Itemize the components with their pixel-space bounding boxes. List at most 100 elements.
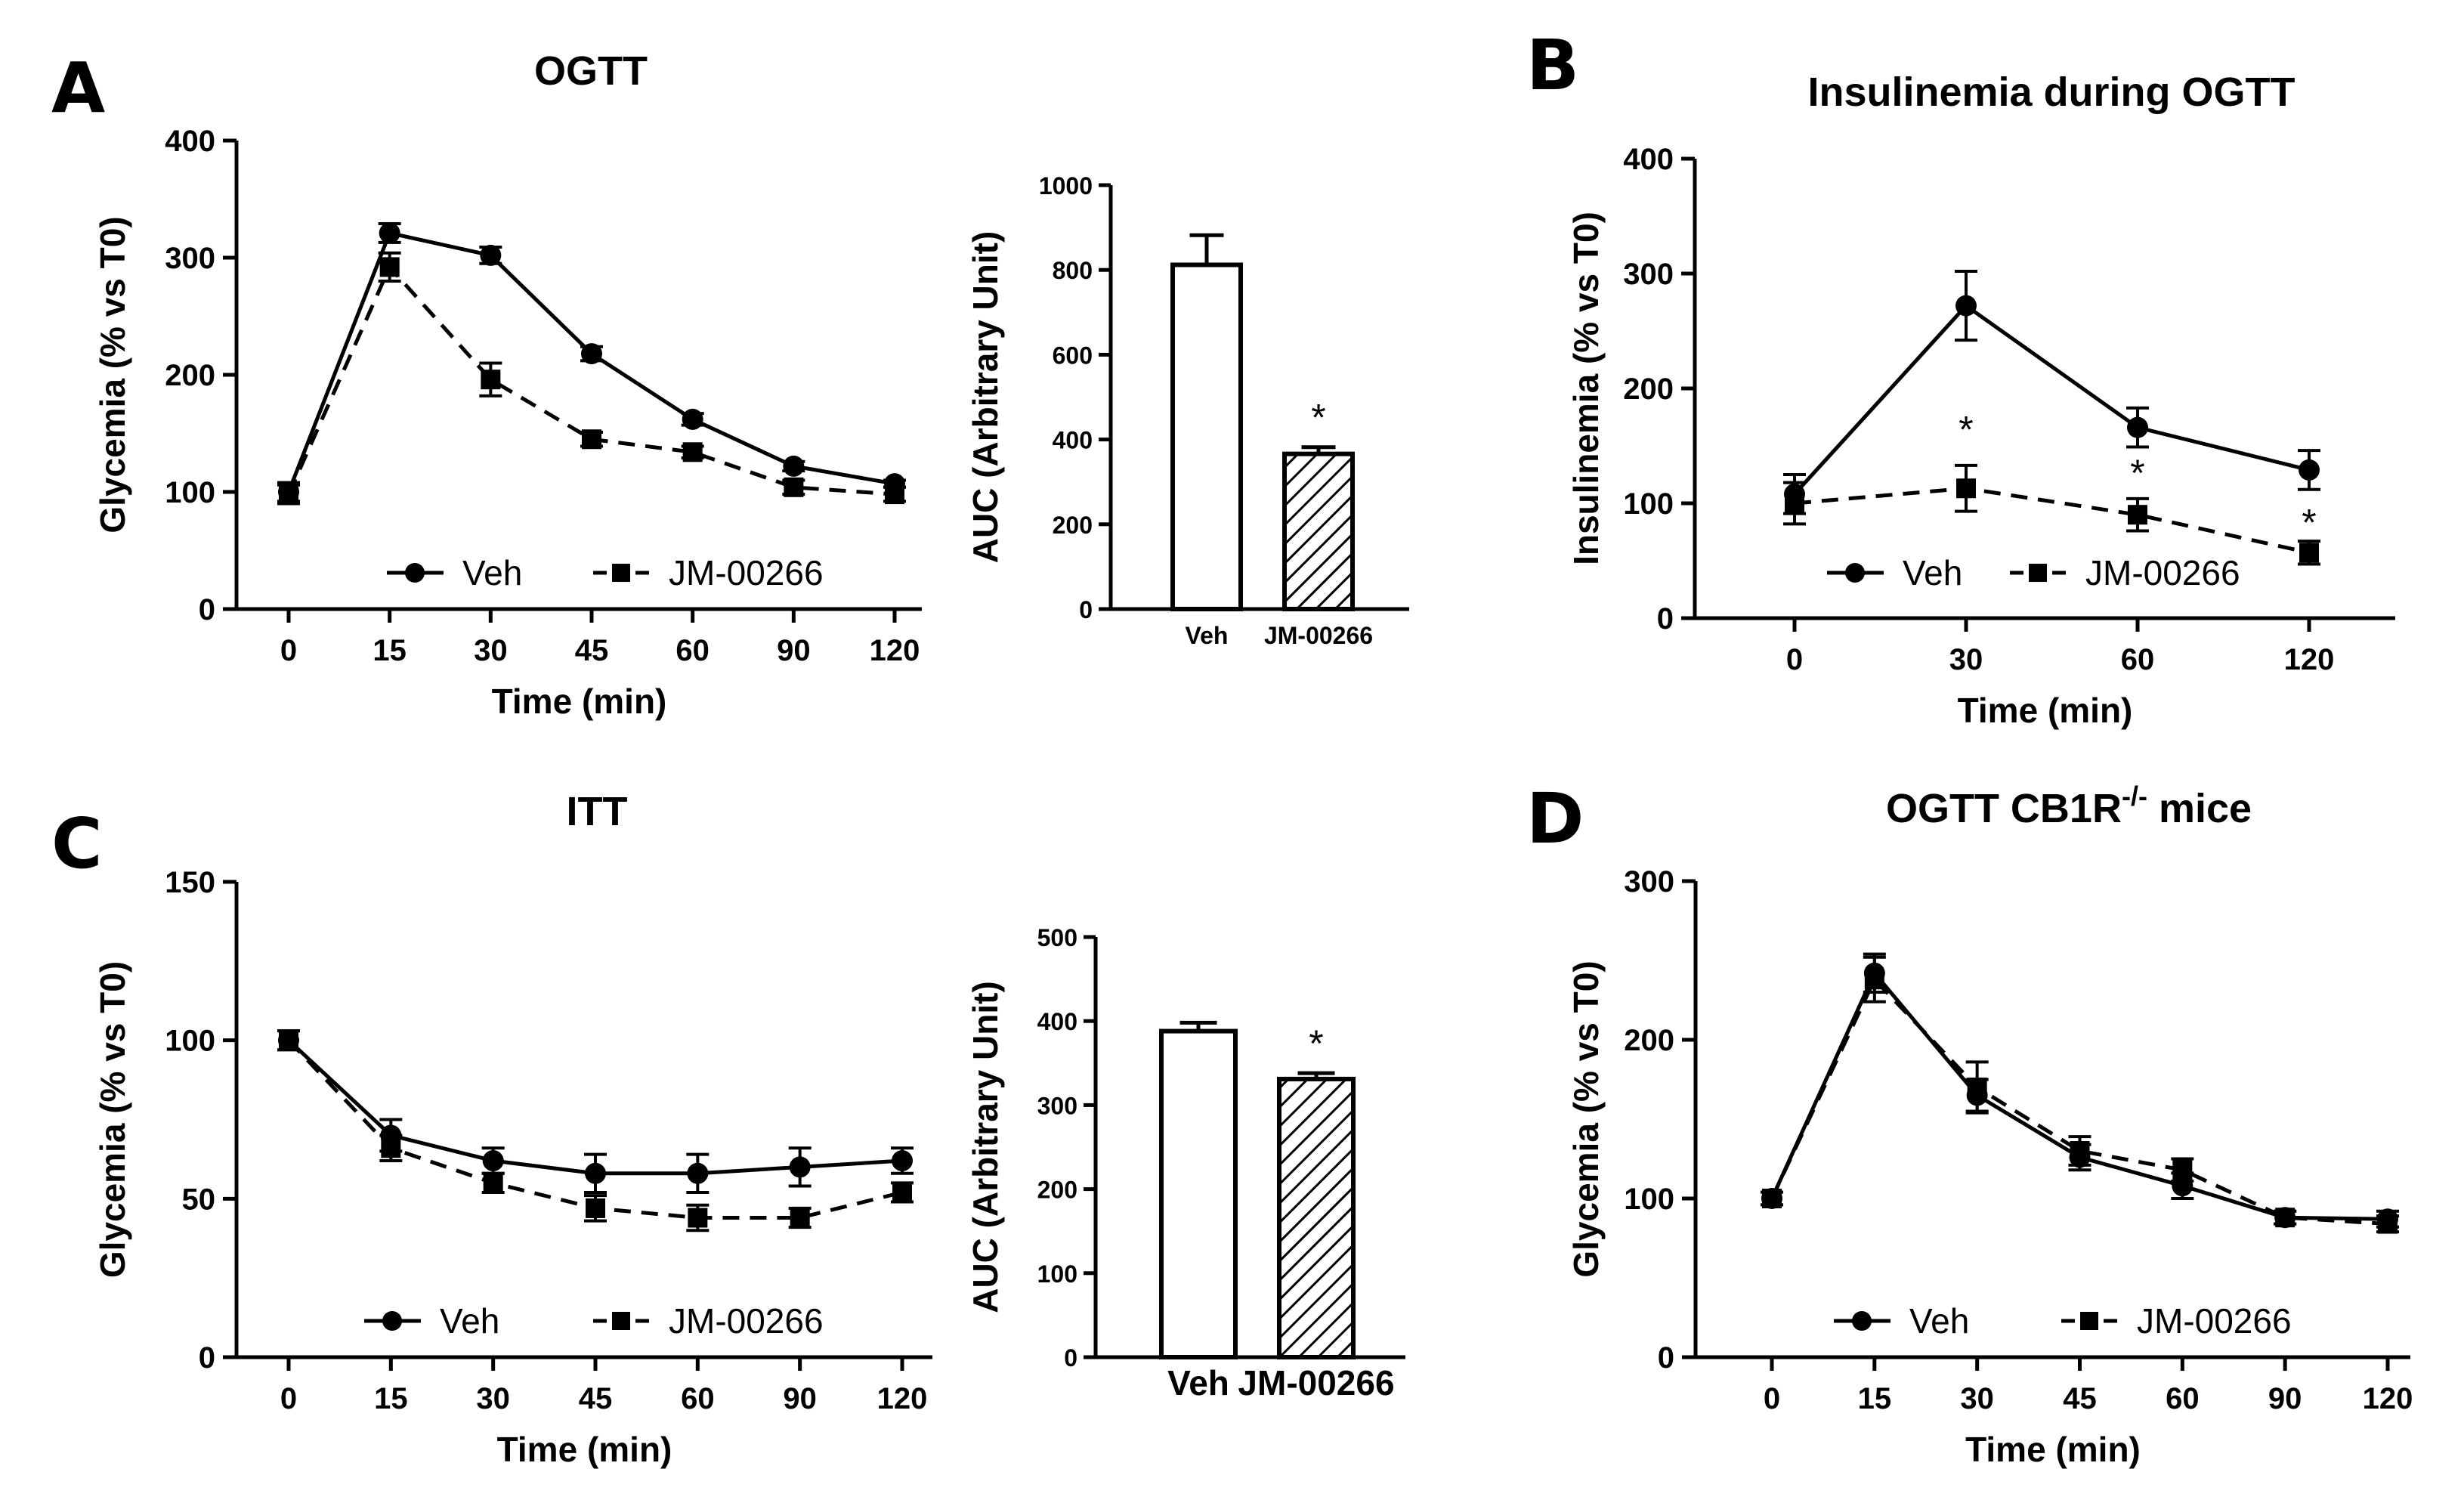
panel-a-bar-significance-star: *	[1311, 397, 1325, 439]
panel-d-legend-marker-1	[2080, 1312, 2098, 1330]
panel-c-title: ITT	[567, 789, 628, 834]
panel-c-series-1-point	[586, 1198, 605, 1218]
panel-a-x-tick-label: 0	[280, 634, 297, 667]
panel-c-bar-bar-1	[1277, 1076, 1356, 1359]
panel-a-x-axis-label: Time (min)	[492, 682, 667, 721]
panel-c-bar-y-tick-label: 200	[1037, 1177, 1077, 1204]
panel-c-legend-marker-0	[382, 1311, 402, 1331]
panel-a-line-chart: 0 100 200 300 400 0 15 30 45 60 90 120 Time (min) Gly…	[93, 125, 922, 721]
panel-letter-d: D	[1526, 778, 1584, 859]
panel-b-significance-star: *	[2130, 452, 2144, 494]
panel-a-x-tick-label: 90	[777, 634, 811, 667]
panel-a-series-0-point	[581, 343, 602, 365]
panel-c-x-tick-label: 15	[374, 1382, 408, 1415]
panel-a-bar-y-tick-label: 600	[1053, 342, 1093, 369]
panel-a-bar-y-tick-label: 200	[1053, 512, 1093, 539]
panel-b-legend-marker-1	[2029, 564, 2047, 582]
panel-a-series-0-point	[480, 244, 502, 266]
panel-c-x-tick-label: 120	[877, 1382, 928, 1415]
panel-a-series-1-point	[481, 370, 501, 390]
panel-d-x-tick-label: 45	[2063, 1382, 2097, 1415]
panel-d-title-end: mice	[2147, 786, 2252, 831]
panel-d-series-1-point	[2275, 1208, 2296, 1228]
panel-a-y-tick-label: 100	[165, 476, 215, 509]
panel-a-y-tick-label: 400	[165, 125, 215, 158]
panel-a-title: OGTT	[534, 48, 648, 94]
panel-d-title: OGTT CB1R-/- mice	[1886, 781, 2252, 831]
panel-d-series-1-point	[1967, 1078, 1987, 1097]
panel-d-x-axis-label: Time (min)	[1965, 1430, 2141, 1469]
panel-a-series-0-point	[682, 408, 703, 430]
panel-b-series-0-point	[2299, 459, 2320, 481]
panel-c-bar-y-tick-label: 100	[1037, 1260, 1077, 1288]
panel-c-x-tick-label: 60	[681, 1382, 715, 1415]
panel-a-bar-y-tick-label: 1000	[1039, 172, 1093, 199]
panel-c-series-1-point	[688, 1208, 708, 1228]
panel-b-legend-marker-0	[1845, 563, 1865, 583]
panel-b-series-1-point	[2299, 543, 2319, 563]
panel-d-series-1-point	[2378, 1214, 2398, 1234]
panel-d-y-axis-label: Glycemia (% vs T0)	[1566, 960, 1606, 1277]
panel-d-x-tick-label: 120	[2363, 1382, 2413, 1415]
panel-b-x-tick-label: 60	[2121, 643, 2155, 676]
panel-d-legend-label-1: JM-00266	[2137, 1301, 2292, 1341]
panel-c-series-0-point	[892, 1150, 913, 1172]
panel-b-y-axis-label: Insulinemia (% vs T0)	[1566, 212, 1606, 565]
panel-b-significance-star: *	[1959, 408, 1973, 450]
panel-c-series-0-point	[585, 1162, 606, 1184]
panel-letter-c: C	[51, 803, 103, 884]
panel-c-x-tick-label: 90	[783, 1382, 817, 1415]
panel-a-x-tick-label: 30	[474, 634, 508, 667]
panel-d-legend-label-0: Veh	[1909, 1301, 1969, 1341]
panel-d-x-tick-label: 30	[1960, 1382, 1994, 1415]
panel-d-series-0-line	[1770, 970, 2388, 1221]
panel-b-y-tick-label: 300	[1623, 258, 1674, 291]
panel-a-x-tick-label: 60	[676, 634, 710, 667]
panel-a-legend-marker-0	[405, 563, 425, 583]
panel-a-bar-bar-1	[1282, 451, 1355, 612]
panel-b-series-1-line	[1794, 486, 2310, 555]
panel-d-x-tick-label: 15	[1858, 1382, 1892, 1415]
panel-b-x-tick-label: 120	[2284, 643, 2335, 676]
panel-d-x-tick-label: 60	[2166, 1382, 2200, 1415]
panel-a-bar-y-axis-label: AUC (Arbitrary Unit)	[966, 231, 1005, 564]
panel-c-bar-category-label: Veh	[1167, 1363, 1229, 1403]
panel-c-y-tick-label: 100	[165, 1025, 215, 1058]
panel-d-x-tick-label: 0	[1764, 1382, 1780, 1415]
panel-d-x-tick-label: 90	[2268, 1382, 2302, 1415]
panel-d-y-tick-label: 0	[1658, 1341, 1674, 1375]
panel-a-series-1-point	[279, 484, 298, 505]
panel-b-legend-label-0: Veh	[1903, 553, 1962, 592]
panel-a-series-1-point	[682, 442, 703, 462]
panel-a-x-tick-label: 45	[575, 634, 609, 667]
panel-c-line-chart: 0 50 100 150 0 15 30 45 60 90 120 Time (min) Glycemi…	[93, 866, 932, 1469]
panel-c-bar-y-tick-label: 500	[1037, 924, 1077, 951]
panel-c-y-tick-label: 150	[165, 866, 215, 899]
panel-a-series-1-point	[582, 429, 601, 450]
panel-a-legend-marker-1	[612, 564, 630, 582]
panel-c-bar-y-axis-label: AUC (Arbitrary Unit)	[966, 981, 1005, 1313]
panel-d-series-1-point	[1864, 970, 1884, 990]
panel-c-series-0-point	[482, 1150, 504, 1172]
panel-b-line-chart: 0 100 200 300 400 0 30 60 120 Time (min) Insulinem…	[1566, 143, 2395, 730]
panel-a-bar-y-tick-label: 0	[1079, 596, 1093, 623]
panel-c-series-1-point	[483, 1173, 503, 1193]
panel-a-x-tick-label: 120	[870, 634, 920, 667]
panel-c-y-tick-label: 0	[199, 1341, 215, 1375]
panel-b-significance-star: *	[2302, 502, 2316, 544]
panel-c-y-tick-label: 50	[182, 1183, 216, 1216]
panel-b-y-tick-label: 200	[1623, 373, 1674, 406]
panel-a-series-1-point	[885, 484, 904, 505]
panel-a-bar-bar-0	[1170, 262, 1243, 611]
panel-b-title: Insulinemia during OGTT	[1807, 70, 2295, 115]
panel-b-legend-label-1: JM-00266	[2085, 553, 2240, 592]
panel-a-y-tick-label: 200	[165, 359, 215, 392]
panel-d-y-tick-label: 200	[1624, 1024, 1674, 1057]
panel-a-legend-label-1: JM-00266	[669, 553, 824, 592]
panel-d-title-sup: -/-	[2122, 781, 2147, 812]
panel-c-bar-bar-0	[1159, 1028, 1238, 1359]
panel-d-series-1-point	[1762, 1189, 1782, 1208]
panel-a-y-axis-label: Glycemia (% vs T0)	[93, 216, 132, 533]
panel-c-series-1-point	[790, 1208, 810, 1228]
panel-d-y-tick-label: 300	[1624, 865, 1674, 898]
